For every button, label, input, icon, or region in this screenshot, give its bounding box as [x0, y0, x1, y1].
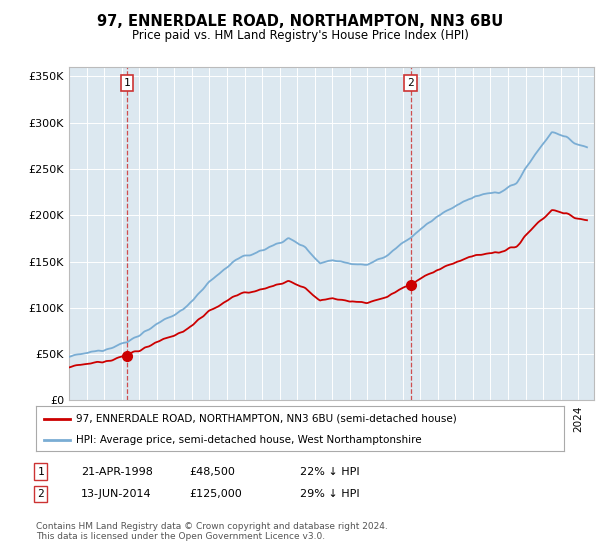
Text: 2: 2	[37, 489, 44, 499]
Text: £48,500: £48,500	[189, 466, 235, 477]
Text: HPI: Average price, semi-detached house, West Northamptonshire: HPI: Average price, semi-detached house,…	[76, 435, 421, 445]
Text: 13-JUN-2014: 13-JUN-2014	[81, 489, 152, 499]
Text: Contains HM Land Registry data © Crown copyright and database right 2024.
This d: Contains HM Land Registry data © Crown c…	[36, 522, 388, 542]
Text: £125,000: £125,000	[189, 489, 242, 499]
Text: 97, ENNERDALE ROAD, NORTHAMPTON, NN3 6BU: 97, ENNERDALE ROAD, NORTHAMPTON, NN3 6BU	[97, 14, 503, 29]
Text: 1: 1	[37, 466, 44, 477]
Text: 29% ↓ HPI: 29% ↓ HPI	[300, 489, 359, 499]
Text: 1: 1	[124, 78, 130, 88]
Text: 21-APR-1998: 21-APR-1998	[81, 466, 153, 477]
Text: 2: 2	[407, 78, 414, 88]
Text: 97, ENNERDALE ROAD, NORTHAMPTON, NN3 6BU (semi-detached house): 97, ENNERDALE ROAD, NORTHAMPTON, NN3 6BU…	[76, 413, 457, 423]
Text: Price paid vs. HM Land Registry's House Price Index (HPI): Price paid vs. HM Land Registry's House …	[131, 29, 469, 42]
Text: 22% ↓ HPI: 22% ↓ HPI	[300, 466, 359, 477]
